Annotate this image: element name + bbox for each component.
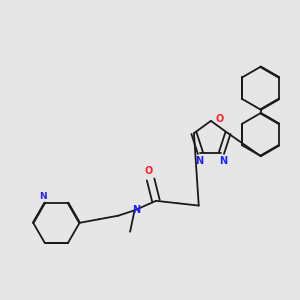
Text: N: N [132,205,140,215]
Text: N: N [195,157,203,166]
Text: N: N [40,192,47,201]
Text: O: O [144,166,153,176]
Text: O: O [215,114,224,124]
Text: N: N [219,157,227,166]
